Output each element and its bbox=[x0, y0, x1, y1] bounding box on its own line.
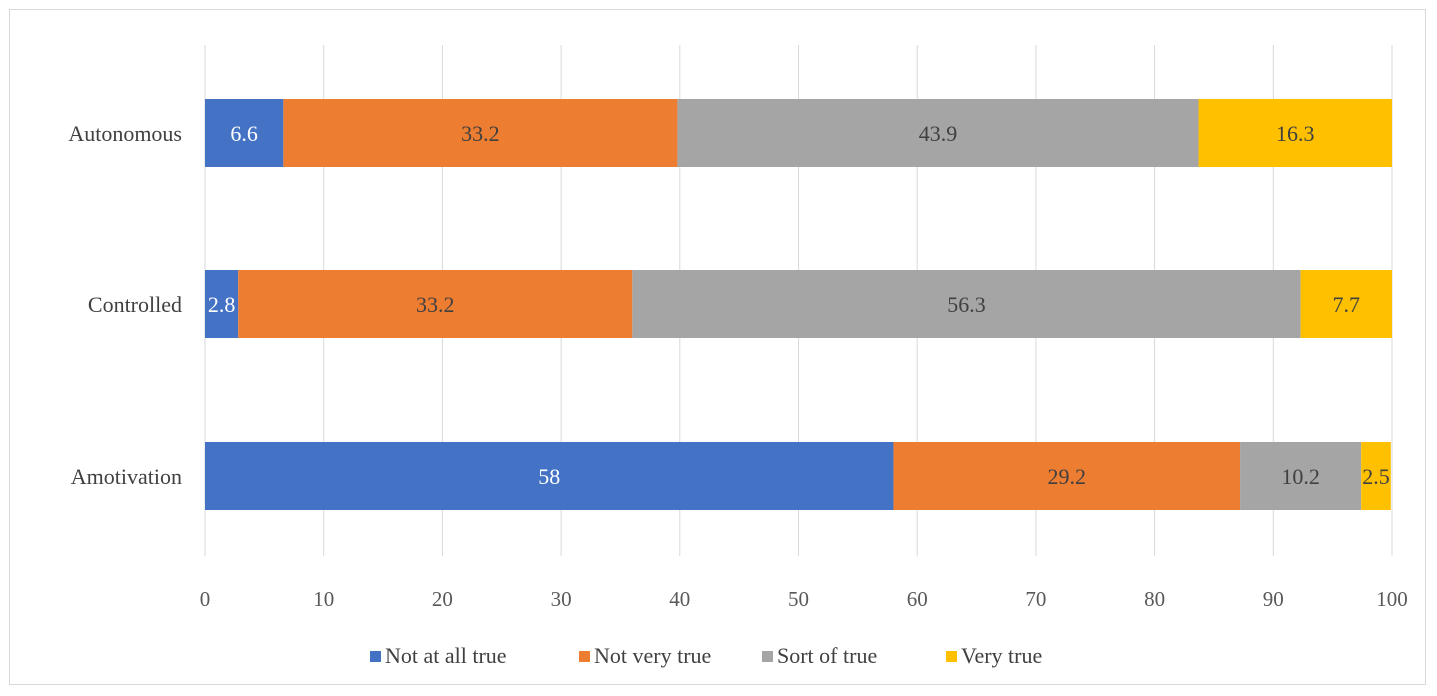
category-label: Autonomous bbox=[68, 121, 182, 146]
x-tick-label: 60 bbox=[907, 587, 928, 611]
data-label: 33.2 bbox=[461, 121, 500, 146]
data-label: 56.3 bbox=[947, 292, 986, 317]
data-label: 43.9 bbox=[919, 121, 958, 146]
legend: Not at all true Not very true Sort of true… bbox=[370, 643, 1042, 668]
legend-swatch bbox=[370, 651, 381, 662]
bar-segment bbox=[1361, 442, 1391, 510]
legend-label: Very true bbox=[961, 643, 1042, 668]
legend-swatch bbox=[946, 651, 957, 662]
bar-segment bbox=[893, 442, 1241, 510]
x-tick-label: 0 bbox=[200, 587, 211, 611]
bar-segment bbox=[1240, 442, 1362, 510]
bar-segment bbox=[205, 442, 894, 510]
legend-label: Sort of true bbox=[777, 643, 877, 668]
legend-label: Not very true bbox=[594, 643, 711, 668]
bar-segment bbox=[205, 99, 284, 167]
category-labels: Autonomous Controlled Amotivation bbox=[68, 121, 182, 489]
bars bbox=[205, 99, 1392, 510]
bar-segment bbox=[1198, 99, 1392, 167]
legend-swatch bbox=[762, 651, 773, 662]
legend-label: Not at all true bbox=[385, 643, 507, 668]
data-label: 2.8 bbox=[208, 292, 236, 317]
x-tick-label: 20 bbox=[432, 587, 453, 611]
x-tick-label: 40 bbox=[669, 587, 690, 611]
data-label: 6.6 bbox=[230, 121, 258, 146]
data-label: 16.3 bbox=[1276, 121, 1315, 146]
x-tick-label: 100 bbox=[1376, 587, 1408, 611]
data-label: 2.5 bbox=[1362, 464, 1390, 489]
data-labels: 6.6 33.2 43.9 16.3 2.8 33.2 56.3 7.7 58 29.2 10.2 2… bbox=[208, 121, 1390, 489]
data-label: 7.7 bbox=[1333, 292, 1361, 317]
x-tick-label: 80 bbox=[1144, 587, 1165, 611]
data-label: 58 bbox=[538, 464, 560, 489]
x-tick-label: 90 bbox=[1263, 587, 1284, 611]
data-label: 33.2 bbox=[416, 292, 455, 317]
x-tick-label: 70 bbox=[1025, 587, 1046, 611]
x-tick-label: 50 bbox=[788, 587, 809, 611]
legend-swatch bbox=[579, 651, 590, 662]
x-tick-label: 30 bbox=[551, 587, 572, 611]
bar-segment bbox=[238, 270, 633, 338]
bar-segment bbox=[677, 99, 1199, 167]
x-axis-tick-labels: 0 10 20 30 40 50 60 70 80 90 100 bbox=[200, 587, 1408, 611]
bar-segment bbox=[205, 270, 239, 338]
data-label: 29.2 bbox=[1048, 464, 1087, 489]
data-label: 10.2 bbox=[1281, 464, 1320, 489]
category-label: Amotivation bbox=[71, 464, 182, 489]
x-tick-label: 10 bbox=[313, 587, 334, 611]
category-label: Controlled bbox=[88, 292, 182, 317]
bar-segment bbox=[1300, 270, 1392, 338]
bar-segment bbox=[283, 99, 678, 167]
bar-segment bbox=[632, 270, 1301, 338]
